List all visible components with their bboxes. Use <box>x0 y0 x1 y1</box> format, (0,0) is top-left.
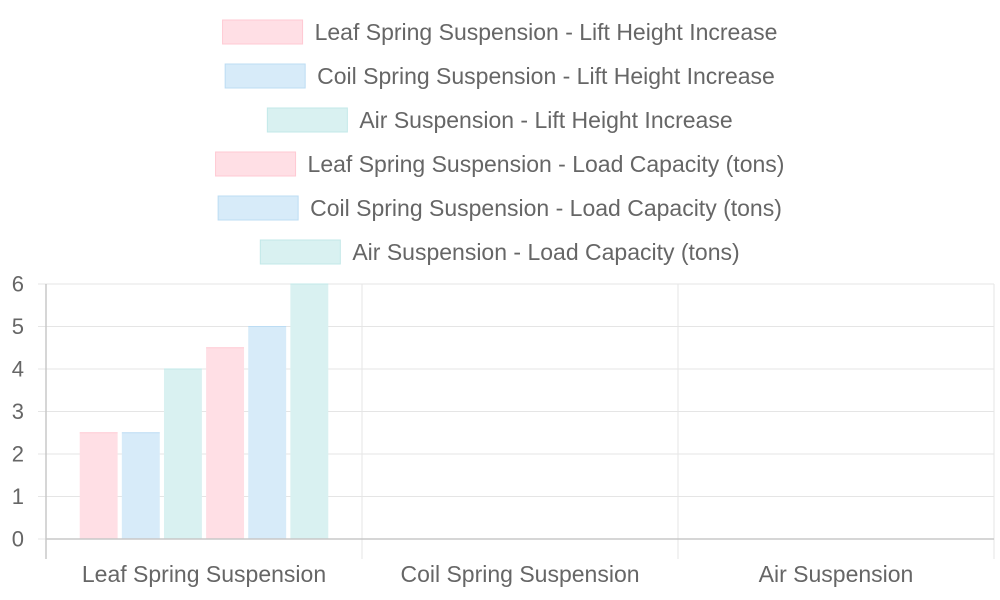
legend-item: Air Suspension - Lift Height Increase <box>266 107 733 133</box>
grid <box>38 283 995 559</box>
y-tick-label: 6 <box>12 272 24 297</box>
legend-swatch <box>266 107 348 133</box>
y-tick-label: 5 <box>12 314 24 339</box>
legend-label: Coil Spring Suspension - Load Capacity (… <box>310 195 782 221</box>
y-tick-label: 0 <box>12 527 24 552</box>
legend-item: Air Suspension - Load Capacity (tons) <box>259 239 740 265</box>
legend-label: Leaf Spring Suspension - Lift Height Inc… <box>315 19 778 45</box>
y-tick-label: 1 <box>12 484 24 509</box>
bars <box>79 283 329 539</box>
legend-item: Coil Spring Suspension - Load Capacity (… <box>217 195 782 221</box>
x-category-label: Leaf Spring Suspension <box>82 561 326 587</box>
legend-swatch <box>259 239 341 265</box>
x-category-label: Air Suspension <box>759 561 914 587</box>
bar <box>163 369 202 539</box>
legend: Leaf Spring Suspension - Lift Height Inc… <box>215 19 785 265</box>
legend-swatch <box>224 63 306 89</box>
bar <box>248 326 287 539</box>
bar <box>121 432 160 539</box>
bar <box>290 284 329 539</box>
x-category-label: Coil Spring Suspension <box>400 561 639 587</box>
legend-label: Leaf Spring Suspension - Load Capacity (… <box>308 151 785 177</box>
bar <box>206 347 245 539</box>
legend-label: Air Suspension - Load Capacity (tons) <box>352 239 739 265</box>
y-tick-label: 3 <box>12 399 24 424</box>
legend-label: Coil Spring Suspension - Lift Height Inc… <box>317 63 775 89</box>
legend-swatch <box>215 151 297 177</box>
legend-item: Coil Spring Suspension - Lift Height Inc… <box>224 63 775 89</box>
legend-swatch <box>217 195 299 221</box>
legend-label: Air Suspension - Lift Height Increase <box>359 107 732 133</box>
bar <box>79 432 118 539</box>
axes: 0 1 2 3 4 5 6 Leaf Spring Suspension Coil Spring… <box>12 272 994 587</box>
legend-swatch <box>222 19 304 45</box>
legend-item: Leaf Spring Suspension - Load Capacity (… <box>215 151 785 177</box>
y-tick-label: 4 <box>12 357 24 382</box>
y-tick-label: 2 <box>12 442 24 467</box>
legend-item: Leaf Spring Suspension - Lift Height Inc… <box>222 19 778 45</box>
